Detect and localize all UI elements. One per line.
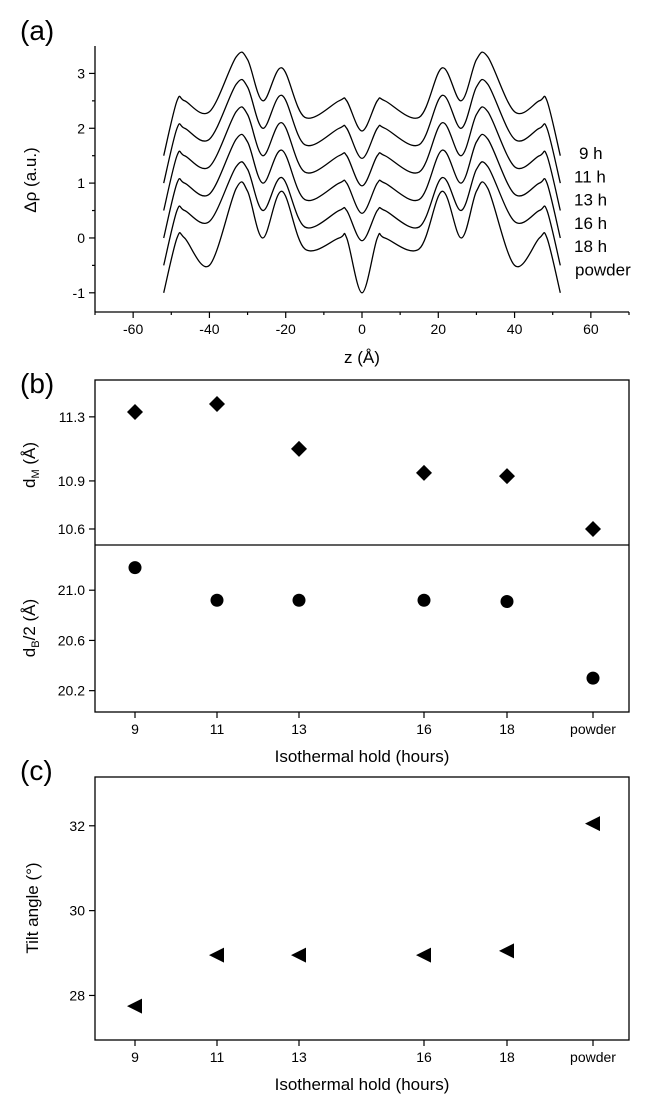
- panel-c-frame: [94, 776, 630, 1041]
- x-tick-label: powder: [570, 721, 616, 737]
- series-label-11-h: 11 h: [574, 167, 606, 186]
- x-tick-label: 20: [430, 321, 446, 337]
- trace-16-h: [163, 133, 561, 239]
- data-point: [416, 464, 432, 481]
- panel-a-series-labels: 9 h 11 h 13 h 16 h 18 h powder: [574, 144, 631, 280]
- data-point: [500, 595, 514, 609]
- data-point: [209, 396, 225, 413]
- panel-a-y-ticks: -1 0 1 2 3: [73, 65, 95, 301]
- trace-powder: [163, 181, 561, 294]
- data-point: [209, 947, 224, 963]
- panel-b-top-subplot: 10.6 10.9 11.3: [58, 396, 601, 537]
- panel-c-plot: 28 30 32: [69, 816, 600, 1014]
- data-point: [585, 520, 601, 537]
- x-tick-label: 13: [291, 1049, 307, 1065]
- y-tick-label: 21.0: [58, 582, 85, 598]
- series-label-18-h: 18 h: [574, 237, 607, 256]
- data-point: [499, 943, 514, 959]
- panel-b-top-y-label: dM (Å): [20, 442, 42, 488]
- x-tick-label: 11: [210, 721, 225, 737]
- data-point: [291, 440, 307, 457]
- series-label-13-h: 13 h: [574, 191, 607, 210]
- panel-b-bottom-y-label: dB/2 (Å): [20, 599, 42, 657]
- y-tick-label: 11.3: [59, 409, 85, 425]
- x-tick-label: 18: [499, 1049, 515, 1065]
- y-tick-label: 20.6: [58, 632, 85, 648]
- panel-a-traces: [163, 51, 561, 294]
- x-tick-label: -20: [276, 321, 296, 337]
- data-point: [585, 816, 600, 832]
- y-tick-label: 28: [69, 987, 85, 1003]
- x-tick-label: 60: [583, 321, 599, 337]
- series-label-powder: powder: [575, 261, 631, 280]
- data-point: [291, 947, 306, 963]
- data-point: [586, 671, 600, 685]
- panel-b-label: (b): [20, 368, 54, 399]
- x-tick-label: 16: [416, 721, 432, 737]
- y-tick-label: 2: [77, 120, 85, 136]
- data-point: [292, 593, 306, 607]
- data-point: [210, 593, 224, 607]
- panel-c-y-label: Tilt angle (°): [23, 862, 42, 953]
- y-tick-label: 20.2: [58, 683, 85, 699]
- y-tick-label: 10.9: [58, 473, 85, 489]
- x-tick-label: -60: [123, 321, 143, 337]
- panel-a-label: (a): [20, 15, 54, 46]
- x-tick-label: 13: [291, 721, 307, 737]
- x-tick-label: -40: [199, 321, 219, 337]
- y-tick-label: 30: [69, 903, 85, 919]
- panel-b-bottom-subplot: 20.2 20.6 21.0: [58, 561, 600, 699]
- panel-b-frame: [94, 379, 630, 713]
- x-tick-label: 9: [131, 1049, 139, 1065]
- panel-a-x-label: z (Å): [344, 348, 380, 367]
- series-label-16-h: 16 h: [574, 214, 607, 233]
- y-tick-label: 0: [77, 230, 85, 246]
- trace-11-h: [163, 78, 561, 184]
- data-point: [499, 468, 515, 485]
- x-tick-label: 0: [358, 321, 366, 337]
- data-point: [416, 947, 431, 963]
- panel-b-x-label: Isothermal hold (hours): [275, 747, 450, 766]
- y-tick-label: 32: [69, 818, 85, 834]
- panel-a: (a) -60 -40 -20 0 20 40 60 -1 0 1 2 3 9 h 11 h 13 h 1…: [20, 15, 631, 367]
- y-tick-label: 3: [77, 65, 85, 81]
- trace-13-h: [163, 106, 561, 211]
- panel-c-x-label: Isothermal hold (hours): [275, 1075, 450, 1094]
- y-tick-label: 10.6: [58, 521, 85, 537]
- series-label-9-h: 9 h: [579, 144, 603, 163]
- panel-b-x-ticks: 9 11 13 16 18 powder: [131, 712, 616, 737]
- y-tick-label: -1: [73, 285, 86, 301]
- trace-9-h: [163, 51, 561, 156]
- x-tick-label: 16: [416, 1049, 432, 1065]
- panel-a-x-ticks: -60 -40 -20 0 20 40 60: [94, 312, 630, 337]
- x-tick-label: 9: [131, 721, 139, 737]
- data-point: [128, 561, 142, 575]
- x-tick-label: 18: [499, 721, 515, 737]
- x-tick-label: 11: [210, 1049, 225, 1065]
- panel-a-y-label: Δρ (a.u.): [21, 147, 40, 212]
- y-tick-label: 1: [77, 175, 85, 191]
- panel-c: (c) 28 30 32 9 11 13 16 18 powder Isothermal ho…: [20, 755, 630, 1094]
- data-point: [417, 593, 431, 607]
- x-tick-label: powder: [570, 1049, 616, 1065]
- trace-18-h: [163, 161, 561, 266]
- data-point: [127, 404, 143, 421]
- x-tick-label: 40: [507, 321, 523, 337]
- panel-c-x-ticks: 9 11 13 16 18 powder: [131, 1040, 616, 1065]
- panel-b: (b) 10.6 10.9 11.3 20.2 20.6 21.0 9 11 13 16 18 p…: [20, 368, 630, 766]
- data-point: [127, 998, 142, 1014]
- panel-c-label: (c): [20, 755, 53, 786]
